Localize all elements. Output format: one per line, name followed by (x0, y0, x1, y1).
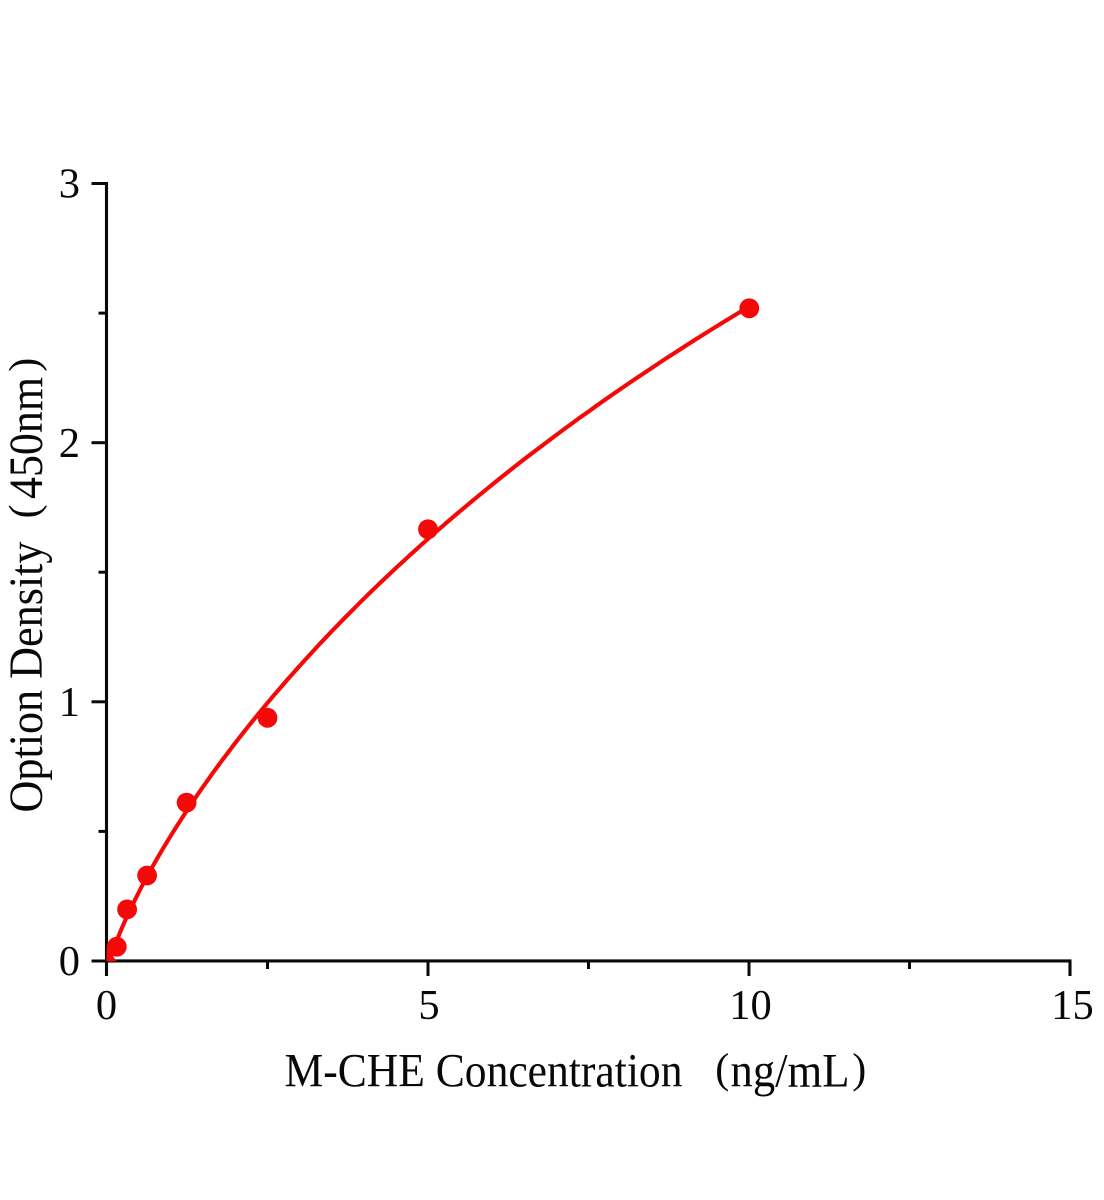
svg-text:M-CHE Concentration: M-CHE Concentration (285, 1044, 683, 1097)
svg-text:450nm: 450nm (0, 377, 53, 499)
svg-text:): ) (852, 1046, 866, 1092)
svg-text:15: 15 (1051, 982, 1094, 1029)
svg-text:Option Density: Option Density (0, 542, 53, 813)
svg-text:1: 1 (59, 679, 80, 726)
svg-text:): ) (2, 358, 48, 372)
svg-text:3: 3 (59, 161, 80, 208)
svg-text:10: 10 (729, 982, 772, 1029)
svg-text:0: 0 (96, 982, 117, 1029)
svg-text:5: 5 (418, 982, 439, 1029)
svg-text:ng/mL: ng/mL (731, 1044, 850, 1097)
svg-text:(: ( (2, 504, 48, 518)
svg-text:2: 2 (59, 420, 80, 467)
svg-text:(: ( (715, 1046, 729, 1092)
svg-text:0: 0 (59, 938, 80, 985)
